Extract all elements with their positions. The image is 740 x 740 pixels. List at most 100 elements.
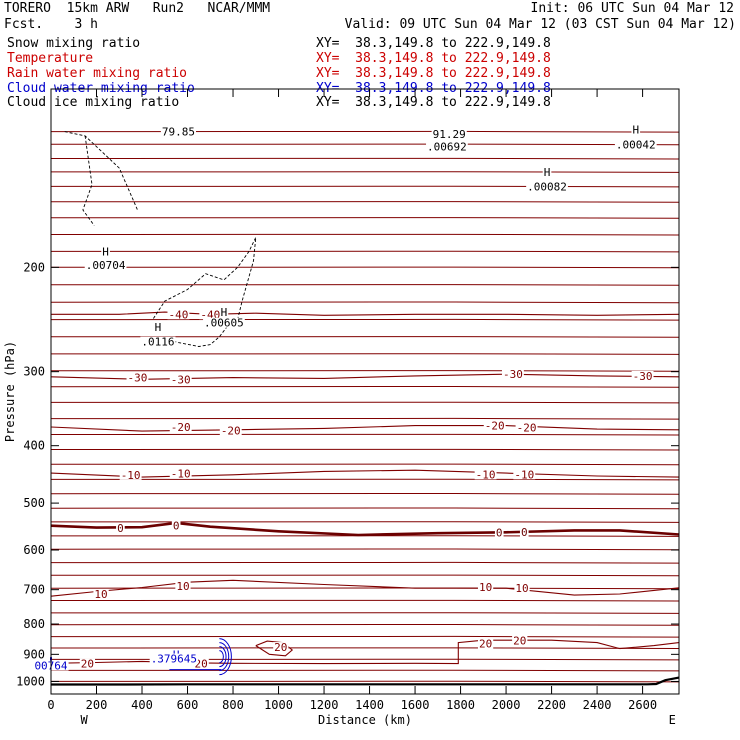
field-xy-temperature: XY= 38.3,149.8 to 222.9,149.8 (316, 51, 551, 66)
isotherm-line-23 (50, 492, 680, 495)
contour-label-bg-3 (169, 374, 192, 385)
init-time: Init: 06 UTC Sun 04 Mar 12 (530, 1, 735, 16)
contour-label-22: 20 (274, 641, 287, 654)
cloud-water-ring-0 (219, 650, 224, 664)
x-tick-label-2: 400 (131, 698, 153, 712)
isotherm-line-32 (50, 612, 680, 614)
x-tick-label-8: 1600 (401, 698, 430, 712)
x-tick-label-4: 800 (222, 698, 244, 712)
contour-label-bg-10 (119, 469, 142, 480)
y-tick-label-5: 700 (23, 583, 45, 597)
field-xy-rain: XY= 38.3,149.8 to 222.9,149.8 (316, 66, 551, 81)
contour-label-7: -20 (221, 424, 241, 437)
isotherm-line-16 (50, 385, 680, 388)
contour-label-28: .00704 (86, 259, 126, 272)
field-name-rain: Rain water mixing ratio (7, 66, 188, 81)
isotherm-line-35 (50, 647, 680, 649)
contour-label-bg-2 (126, 372, 149, 383)
contour-label-bg-21 (514, 582, 530, 593)
temperature-series-5 (50, 579, 680, 597)
contour-label-29: H (155, 321, 162, 334)
contour-label-14: 0 (117, 522, 124, 535)
temperature-series-1 (50, 373, 680, 380)
contour-label-bg-24 (512, 635, 528, 646)
x-tick-label-5: 1000 (264, 698, 293, 712)
x-tick-label-12: 2400 (583, 698, 612, 712)
y-tick-label-4: 600 (23, 543, 45, 557)
x-tick-label-10: 2000 (492, 698, 521, 712)
contour-label-bg-23 (477, 638, 494, 649)
contour-label-bg-36 (614, 139, 657, 150)
contour-label-bg-14 (116, 523, 125, 534)
y-tick-label-3: 500 (23, 496, 45, 510)
contour-label-bg-41 (149, 653, 199, 664)
contour-label-38: 91.29 (433, 128, 466, 141)
contour-label-12: -10 (476, 468, 496, 481)
field-xy-snow: XY= 38.3,149.8 to 222.9,149.8 (316, 36, 551, 51)
contour-label-23: 20 (479, 638, 492, 651)
isotherm-line-3 (50, 171, 680, 173)
contour-label-bg-35 (631, 124, 641, 135)
contour-label-6: -20 (171, 421, 191, 434)
contour-label-bg-27 (101, 246, 110, 257)
contour-label-34: .00082 (527, 180, 567, 193)
contour-label-19: 10 (176, 580, 189, 593)
contour-label-bg-0 (167, 309, 190, 320)
contour-label-bg-28 (84, 259, 127, 270)
contour-label-2: -30 (128, 372, 148, 385)
contour-label-24: 20 (513, 635, 526, 648)
isotherm-line-34 (50, 635, 680, 638)
chart-header: TORERO 15km ARW Run2 NCAR/MMM Init: 06 U… (0, 0, 740, 110)
contour-label-bg-31 (219, 307, 229, 318)
contour-label-layer: -40 -40-30 -30 -30 -30-20 -20 -20 -20-10 -10 -10-… (33, 123, 657, 673)
contour-label-bg-16 (494, 527, 504, 538)
snow-contour-0 (64, 131, 138, 211)
contour-label-0: -40 (168, 308, 188, 321)
isotherm-line-17 (50, 401, 680, 404)
isotherm-line-27 (50, 548, 680, 551)
field-name-temperature: Temperature (7, 51, 94, 66)
valid-time: Valid: 09 UTC Sun 04 Mar 12 (03 CST Sun … (344, 17, 736, 32)
contour-label-bg-20 (477, 582, 494, 593)
isotherm-line-22 (50, 478, 680, 481)
cloud-water-ring-2 (219, 642, 230, 672)
x-axis-title: Distance (km) (318, 713, 412, 727)
isotherm-line-5 (50, 201, 680, 203)
forecast-hour: Fcst. 3 h (4, 17, 98, 32)
isotherm-line-2 (50, 157, 680, 160)
rain-contour (255, 640, 294, 657)
isotherm-layer (50, 130, 680, 683)
contour-label-37: 79.85 (162, 126, 195, 139)
y-tick-label-6: 800 (23, 617, 45, 631)
isotherm-line-6 (50, 217, 680, 219)
contour-label-bg-18 (93, 589, 109, 600)
isotherm-line-14 (50, 353, 680, 355)
snow-contour-1 (82, 135, 95, 226)
y-tick-label-7: 900 (23, 647, 45, 661)
terrain-layer (51, 676, 680, 686)
x-axis-right-end-label: E (669, 713, 676, 727)
y-axis-title: Pressure (hPa) (3, 341, 17, 442)
contour-label-32: .00605 (204, 317, 244, 330)
contour-label-36: .00042 (616, 138, 656, 151)
isotherm-line-30 (50, 587, 680, 590)
contour-label-30: .0116 (141, 336, 174, 349)
y-tick-label-0: 200 (23, 260, 45, 274)
isotherm-line-12 (50, 318, 680, 321)
isotherm-line-10 (50, 284, 680, 286)
axis-layer: 0 200 400 600 800 1000 1200 1400 1600 1800 2000 220… (16, 89, 679, 712)
snow-contour-2 (153, 237, 257, 347)
isotherm-line-8 (50, 250, 680, 253)
contour-label-16: 0 (496, 526, 503, 539)
contour-label-33: H (544, 166, 551, 179)
isotherm-line-9 (50, 266, 680, 269)
isotherm-line-38 (50, 680, 680, 683)
contour-label-bg-7 (219, 425, 242, 436)
isotherm-line-29 (50, 574, 680, 577)
model-title: TORERO 15km ARW Run2 NCAR/MMM (4, 1, 271, 16)
contour-label-bg-19 (175, 580, 191, 591)
contour-label-31: H (221, 306, 228, 319)
isotherm-line-24 (50, 507, 680, 510)
contour-label-bg-29 (153, 321, 163, 332)
